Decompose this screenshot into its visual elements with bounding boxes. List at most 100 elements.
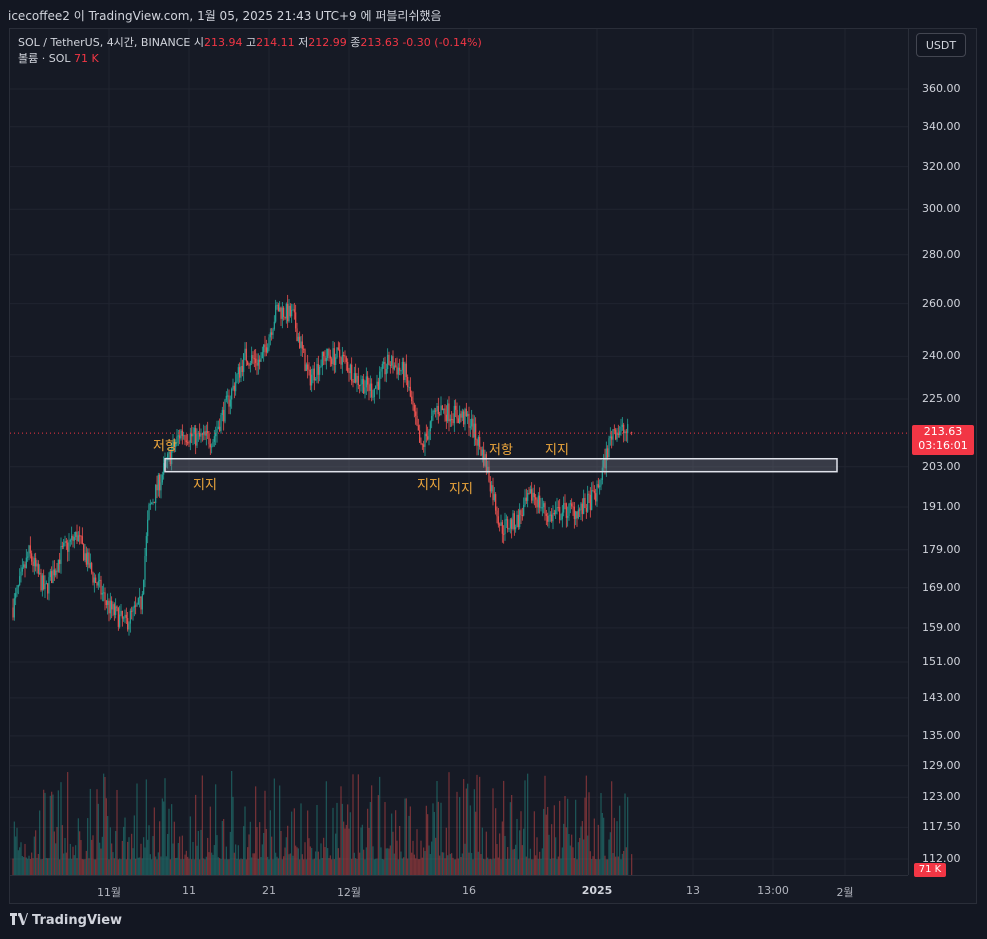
time-tick-label: 13:00 xyxy=(757,884,789,897)
candle-body xyxy=(300,341,302,348)
volume-bar xyxy=(157,852,159,875)
volume-bar xyxy=(287,825,289,875)
candle-body xyxy=(311,374,313,386)
volume-bar xyxy=(605,859,607,875)
candle-body xyxy=(337,347,339,350)
volume-bar xyxy=(496,844,498,875)
volume-bar xyxy=(460,856,462,875)
annotation-label[interactable]: 지지 xyxy=(545,442,569,458)
volume-bar xyxy=(356,858,358,875)
volume-bar xyxy=(455,859,457,875)
annotation-label[interactable]: 지지 xyxy=(193,478,217,494)
volume-bar xyxy=(557,856,559,875)
candle-body xyxy=(543,503,545,508)
volume-bar xyxy=(59,859,61,875)
candle-body xyxy=(341,355,343,365)
candle-body xyxy=(272,328,274,335)
candle-body xyxy=(524,497,526,506)
volume-bar xyxy=(427,814,429,875)
volume-bar xyxy=(603,817,605,875)
volume-bar xyxy=(248,834,250,875)
candle-body xyxy=(537,495,539,508)
candle-body xyxy=(527,493,529,501)
candle-body xyxy=(328,348,330,356)
volume-bar xyxy=(399,826,401,875)
volume-bar xyxy=(616,821,618,875)
volume-bar xyxy=(595,859,597,875)
volume-bar xyxy=(272,859,274,875)
candle-body xyxy=(187,442,189,444)
price-scale[interactable] xyxy=(908,29,977,875)
volume-bar xyxy=(151,859,153,875)
volume-bar xyxy=(25,857,27,875)
volume-bar xyxy=(99,842,101,875)
candle-body xyxy=(595,493,597,502)
volume-bar xyxy=(124,817,126,875)
volume-bar xyxy=(385,848,387,875)
candle-body xyxy=(549,514,551,516)
volume-bar xyxy=(211,852,213,875)
volume-bar xyxy=(483,858,485,875)
legend-volume-label[interactable]: 볼륨 · SOL xyxy=(18,52,71,65)
volume-bar xyxy=(183,859,185,875)
volume-bar xyxy=(288,854,290,875)
candle-body xyxy=(153,502,155,504)
candle-body xyxy=(417,425,419,431)
annotation-label[interactable]: 지지 xyxy=(417,478,441,494)
legend-low-label: 저 xyxy=(298,36,309,49)
candle-body xyxy=(575,511,577,520)
volume-bar xyxy=(563,823,565,875)
volume-bar xyxy=(456,791,458,875)
annotation-label[interactable]: 저항 xyxy=(153,439,177,455)
candle-body xyxy=(241,365,243,372)
legend-change: -0.30 (-0.14%) xyxy=(402,36,482,49)
volume-bar xyxy=(624,793,626,875)
annotation-label[interactable]: 저항 xyxy=(489,442,513,458)
time-scale[interactable]: 11월 11 21 12월 16 2025 13 13:00 2월 xyxy=(10,875,908,904)
volume-bar xyxy=(73,855,75,875)
candle-body xyxy=(44,584,46,590)
volume-bar xyxy=(91,839,93,875)
candle-body xyxy=(369,383,371,391)
candle-body xyxy=(308,369,310,371)
candle-body xyxy=(263,344,265,353)
volume-bar xyxy=(80,840,82,875)
volume-bar xyxy=(579,837,581,875)
volume-bar xyxy=(113,858,115,875)
volume-bar xyxy=(245,859,247,875)
candle-body xyxy=(577,509,579,519)
candle-body xyxy=(516,514,518,528)
candle-body xyxy=(167,453,169,461)
volume-bar xyxy=(371,785,373,875)
legend-symbol[interactable]: SOL / TetherUS, 4시간, BINANCE xyxy=(18,36,191,49)
volume-bar xyxy=(527,773,529,875)
volume-bar xyxy=(28,855,30,875)
candle-body xyxy=(479,437,481,447)
volume-bar xyxy=(521,845,523,875)
volume-bar xyxy=(155,856,157,875)
candle-body xyxy=(288,305,290,322)
candle-body xyxy=(229,399,231,407)
volume-bar xyxy=(193,859,195,875)
price-tick-label: 360.00 xyxy=(922,82,961,95)
candle-body xyxy=(192,434,194,437)
volume-bar xyxy=(17,850,19,875)
volume-bar xyxy=(93,859,95,875)
candle-body xyxy=(561,512,563,520)
currency-button[interactable]: USDT xyxy=(916,33,966,57)
candle-body xyxy=(281,307,283,319)
chart-plot-area[interactable]: SOL / TetherUS, 4시간, BINANCE 시213.94 고21… xyxy=(10,29,908,875)
volume-bar xyxy=(129,859,131,875)
volume-bar xyxy=(564,796,566,875)
annotation-label[interactable]: 지지 xyxy=(449,481,473,497)
volume-bar xyxy=(263,832,265,875)
candle-body xyxy=(451,418,453,420)
volume-bar xyxy=(128,837,130,875)
volume-bar xyxy=(413,854,415,875)
candle-body xyxy=(232,385,234,390)
candle-body xyxy=(296,328,298,342)
candle-body xyxy=(223,409,225,422)
candle-body xyxy=(339,349,341,358)
candle-body xyxy=(584,497,586,509)
volume-bar xyxy=(573,858,575,875)
